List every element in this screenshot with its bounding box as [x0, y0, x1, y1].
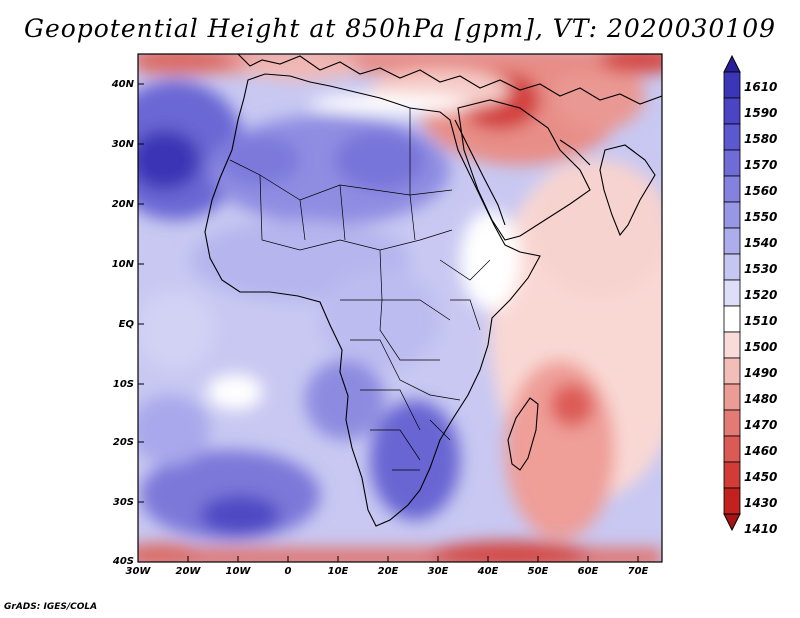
colorbar-segment — [723, 331, 741, 359]
colorbar-segment — [723, 201, 741, 229]
colorbar-label: 1610 — [744, 80, 778, 94]
lon-label: 40E — [477, 566, 499, 577]
lat-label: 10S — [112, 379, 134, 390]
colorbar-label: 1540 — [744, 236, 778, 250]
colorbar-label: 1520 — [744, 288, 778, 302]
africa-coastline — [204, 73, 541, 527]
colorbar-label: 1460 — [744, 444, 778, 458]
colorbar-segment — [723, 461, 741, 489]
lon-label: 60E — [577, 566, 599, 577]
lon-label: 20W — [175, 566, 201, 577]
lon-label: 30E — [427, 566, 449, 577]
colorbar-segment — [723, 357, 741, 385]
colorbar-segment — [723, 227, 741, 255]
lon-label: 70E — [627, 566, 649, 577]
lon-label: 30W — [125, 566, 151, 577]
lat-label: 30N — [111, 139, 134, 150]
india-outline — [599, 144, 656, 237]
persian-gulf — [559, 139, 591, 166]
colorbar-segment — [723, 305, 741, 333]
colorbar-label: 1490 — [744, 366, 778, 380]
lon-label: 10E — [327, 566, 349, 577]
colorbar-segment — [723, 175, 741, 203]
credit-text: GrADS: IGES/COLA — [4, 602, 98, 612]
country-borders — [229, 108, 491, 471]
colorbar-label: 1530 — [744, 262, 778, 276]
europe-coast — [237, 54, 662, 105]
lat-label: 40S — [112, 556, 134, 567]
colorbar-segment — [723, 149, 741, 177]
colorbar-segment — [723, 253, 741, 281]
lat-label: 20N — [111, 199, 134, 210]
colorbar-segment — [723, 123, 741, 151]
colorbar-label: 1470 — [744, 418, 778, 432]
colorbar-segment — [723, 71, 741, 99]
lon-label: 20E — [377, 566, 399, 577]
arabia-outline — [457, 99, 591, 241]
colorbar-label: 1560 — [744, 184, 778, 198]
lat-label: EQ — [118, 319, 134, 330]
colorbar-segment — [723, 435, 741, 463]
colorbar-label: 1430 — [744, 496, 778, 510]
colorbar-segment — [723, 409, 741, 437]
colorbar-label: 1590 — [744, 106, 778, 120]
lat-label: 10N — [111, 259, 134, 270]
colorbar-label: 1580 — [744, 132, 778, 146]
coastlines — [204, 54, 662, 527]
colorbar-segment — [723, 279, 741, 307]
madagascar-outline — [507, 397, 539, 471]
lat-label: 40N — [111, 79, 134, 90]
colorbar-segment — [723, 97, 741, 125]
colorbar-top-arrow — [723, 54, 741, 73]
colorbar-segment — [723, 487, 741, 515]
colorbar-label: 1510 — [744, 314, 778, 328]
height-field — [138, 54, 662, 562]
colorbar — [723, 54, 741, 532]
chart-title: Geopotential Height at 850hPa [gpm], VT:… — [23, 14, 777, 43]
red-sea — [454, 119, 506, 226]
colorbar-label: 1570 — [744, 158, 778, 172]
colorbar-segment — [723, 383, 741, 411]
colorbar-bottom-arrow — [723, 513, 741, 532]
lon-label: 0 — [284, 566, 292, 577]
lon-label: 10W — [225, 566, 251, 577]
colorbar-label: 1450 — [744, 470, 778, 484]
lon-label: 50E — [527, 566, 549, 577]
colorbar-label: 1480 — [744, 392, 778, 406]
map-frame — [137, 53, 663, 563]
axis-ticks — [138, 83, 639, 562]
colorbar-label: 1500 — [744, 340, 778, 354]
lat-label: 20S — [112, 437, 134, 448]
colorbar-label: 1550 — [744, 210, 778, 224]
colorbar-label: 1410 — [744, 522, 778, 536]
lat-label: 30S — [112, 497, 134, 508]
